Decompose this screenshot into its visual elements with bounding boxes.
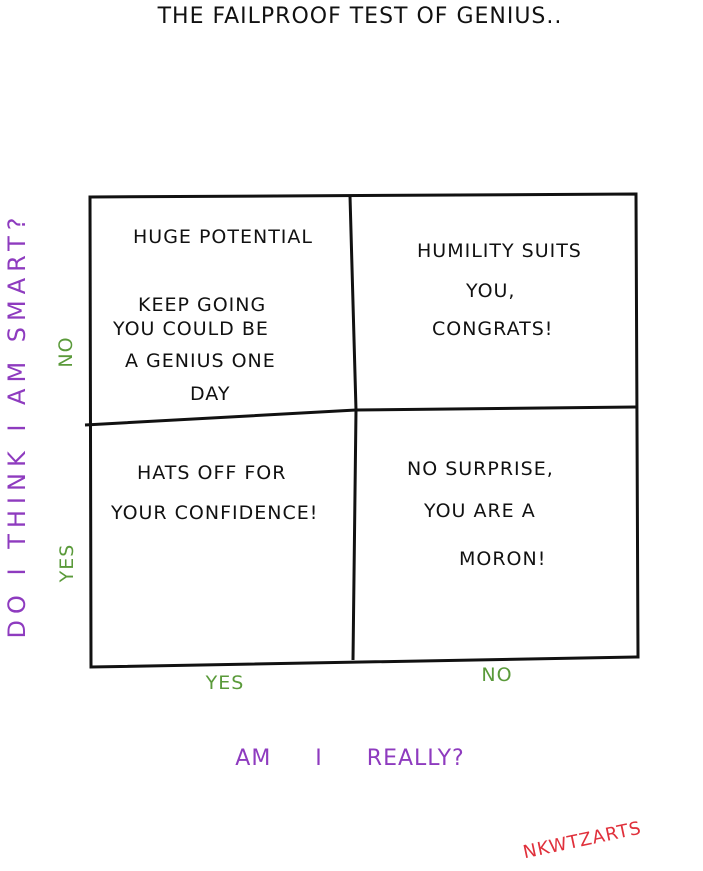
x-axis-label: AM I REALLY?: [235, 746, 465, 771]
cell-text: MORON!: [459, 548, 547, 570]
cell-text: DAY: [190, 383, 231, 405]
cell-text: YOUR CONFIDENCE!: [111, 502, 319, 524]
row-label: NO: [55, 336, 77, 368]
cell-text: A GENIUS ONE: [125, 350, 276, 372]
column-label: NO: [481, 664, 513, 686]
cell-text: HATS OFF FOR: [137, 462, 287, 484]
column-label: YES: [205, 672, 245, 694]
cell-text: YOU,: [466, 280, 516, 302]
row-label: YES: [56, 543, 78, 583]
cell-text: YOU COULD BE: [113, 318, 269, 340]
cell-text: HUMILITY SUITS: [417, 240, 582, 262]
grid-vertical: [348, 195, 358, 661]
grid-horizontal: [84, 405, 638, 427]
cell-text: YOU ARE A: [424, 500, 536, 522]
cell-text: HUGE POTENTIAL: [133, 226, 313, 248]
grid-border: [88, 192, 640, 669]
cell-text: NO SURPRISE,: [407, 458, 554, 480]
cell-text: CONGRATS!: [432, 318, 554, 340]
title: THE FAILPROOF TEST OF GENIUS..: [157, 4, 563, 29]
cell-text: KEEP GOING: [138, 294, 267, 316]
y-axis-label: DO I THINK I AM SMART?: [3, 211, 31, 639]
